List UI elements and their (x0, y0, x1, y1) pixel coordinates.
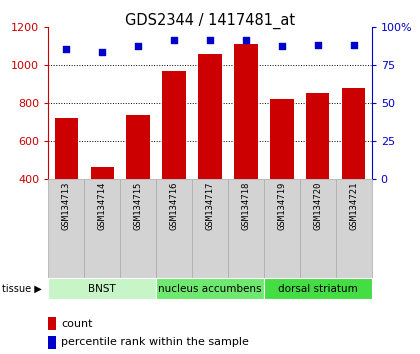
Text: count: count (61, 319, 93, 329)
Text: GSM134718: GSM134718 (241, 182, 250, 230)
Text: GSM134713: GSM134713 (62, 182, 71, 230)
Bar (336, 179, 372, 278)
Text: GSM134717: GSM134717 (205, 182, 215, 230)
Bar (163, 71, 186, 179)
Point (315, 42, 321, 48)
Bar (84, 179, 120, 278)
Bar (120, 179, 156, 278)
Point (171, 38, 177, 43)
Text: GSM134714: GSM134714 (98, 182, 107, 230)
Bar (234, 44, 257, 179)
Text: GSM134721: GSM134721 (349, 182, 358, 230)
Text: tissue ▶: tissue ▶ (2, 284, 42, 293)
Bar (342, 88, 365, 179)
Bar (91, 167, 114, 179)
Text: BNST: BNST (88, 284, 116, 293)
Point (350, 42, 357, 48)
Text: dorsal striatum: dorsal striatum (278, 284, 358, 293)
Bar (126, 115, 150, 179)
Bar (264, 179, 300, 278)
Text: GSM134720: GSM134720 (313, 182, 322, 230)
Text: GDS2344 / 1417481_at: GDS2344 / 1417481_at (125, 12, 295, 29)
Bar (270, 99, 294, 179)
Point (63, 47, 70, 52)
Bar (300, 179, 336, 278)
Text: GSM134716: GSM134716 (170, 182, 178, 230)
Bar (192, 179, 228, 278)
Bar (48, 179, 84, 278)
Bar (48, 336, 56, 349)
Bar (156, 278, 264, 299)
Bar (306, 93, 329, 179)
Bar (228, 179, 264, 278)
Bar (48, 278, 156, 299)
Bar (264, 278, 372, 299)
Bar (198, 54, 222, 179)
Point (135, 44, 142, 49)
Point (243, 38, 249, 43)
Point (278, 44, 285, 49)
Bar (55, 118, 78, 179)
Point (99, 50, 105, 55)
Text: percentile rank within the sample: percentile rank within the sample (61, 337, 249, 347)
Point (207, 38, 213, 43)
Text: nucleus accumbens: nucleus accumbens (158, 284, 262, 293)
Bar (48, 317, 56, 330)
Text: GSM134719: GSM134719 (277, 182, 286, 230)
Bar (156, 179, 192, 278)
Text: GSM134715: GSM134715 (134, 182, 143, 230)
